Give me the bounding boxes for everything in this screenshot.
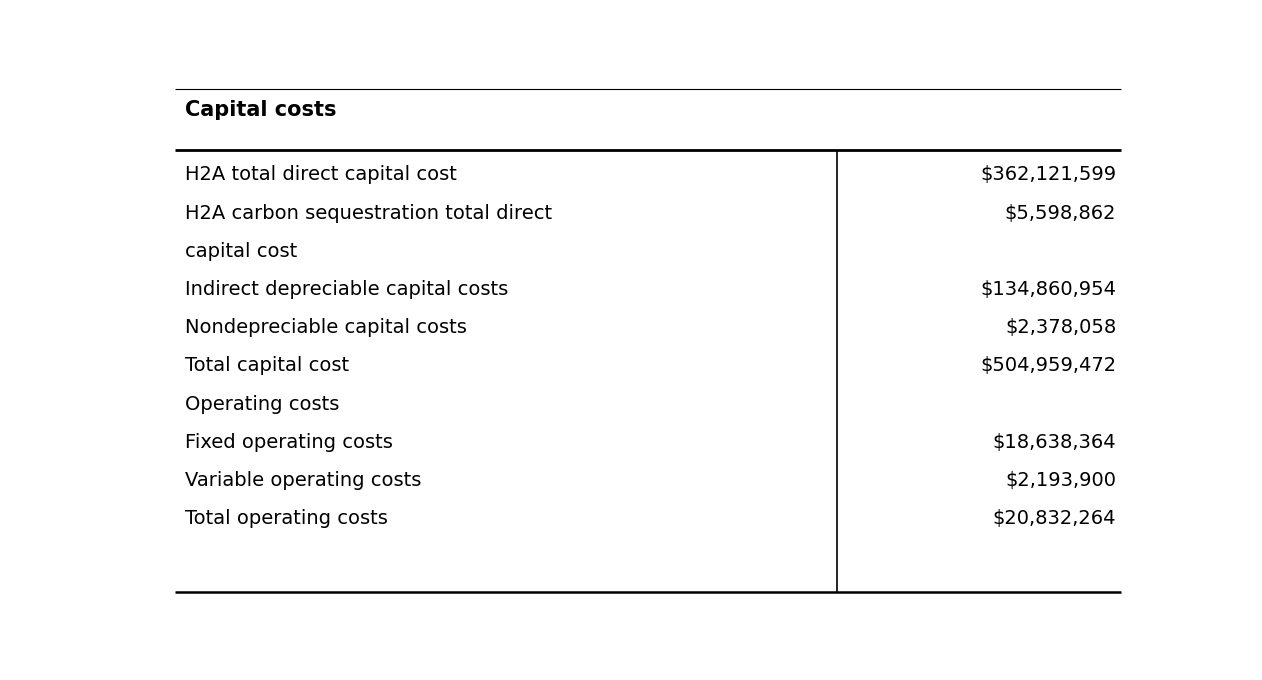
Text: $18,638,364: $18,638,364	[993, 433, 1117, 452]
Text: $362,121,599: $362,121,599	[981, 165, 1117, 184]
Text: $2,193,900: $2,193,900	[1006, 471, 1117, 490]
Text: Fixed operating costs: Fixed operating costs	[186, 433, 392, 452]
Text: Indirect depreciable capital costs: Indirect depreciable capital costs	[186, 280, 509, 299]
Text: Total capital cost: Total capital cost	[186, 356, 350, 375]
Text: $20,832,264: $20,832,264	[993, 509, 1117, 528]
Text: $134,860,954: $134,860,954	[981, 280, 1117, 299]
Text: H2A total direct capital cost: H2A total direct capital cost	[186, 165, 457, 184]
Text: $2,378,058: $2,378,058	[1005, 318, 1117, 337]
Text: Nondepreciable capital costs: Nondepreciable capital costs	[186, 318, 467, 337]
Text: H2A carbon sequestration total direct: H2A carbon sequestration total direct	[186, 203, 553, 222]
Text: Variable operating costs: Variable operating costs	[186, 471, 422, 490]
Text: $504,959,472: $504,959,472	[981, 356, 1117, 375]
Text: Total operating costs: Total operating costs	[186, 509, 387, 528]
Text: $5,598,862: $5,598,862	[1005, 203, 1117, 222]
Text: Capital costs: Capital costs	[186, 100, 337, 120]
Text: capital cost: capital cost	[186, 242, 298, 261]
Text: Operating costs: Operating costs	[186, 394, 339, 413]
